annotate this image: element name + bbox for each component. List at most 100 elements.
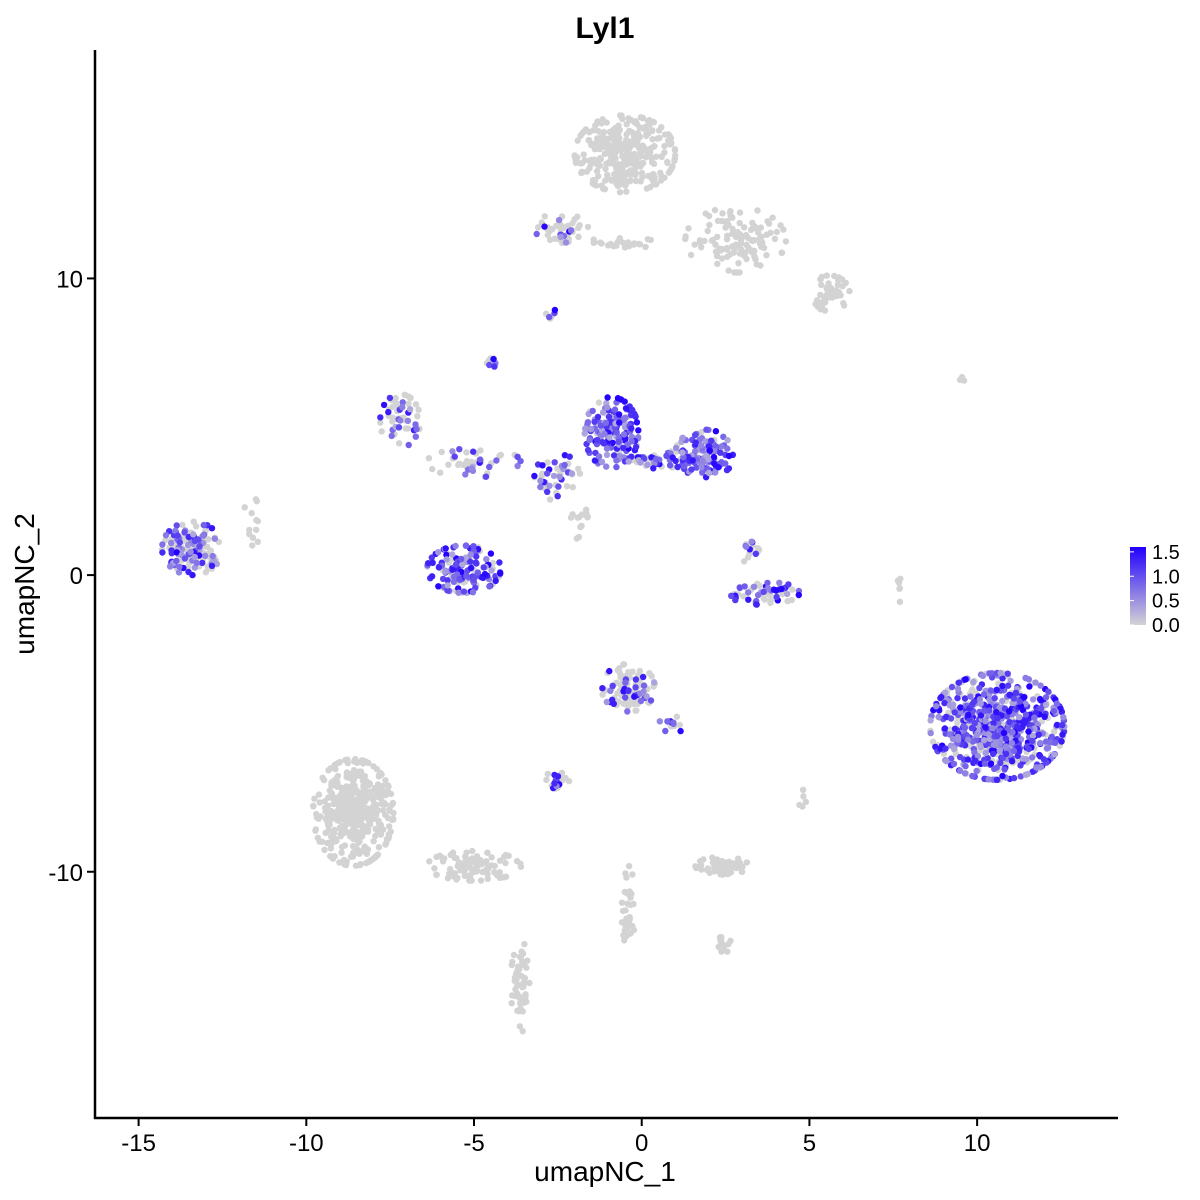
cell-point bbox=[976, 684, 983, 692]
cell-point bbox=[467, 564, 475, 572]
cell-point bbox=[484, 871, 491, 878]
cell-point bbox=[1029, 737, 1036, 745]
cell-point bbox=[380, 799, 388, 806]
cell-point bbox=[604, 136, 611, 144]
x-tick-label: 5 bbox=[803, 1130, 816, 1157]
cell-point bbox=[995, 719, 1002, 727]
cell-point bbox=[986, 707, 993, 714]
cell-point bbox=[472, 559, 480, 566]
cell-point bbox=[397, 417, 404, 424]
cell-point bbox=[616, 665, 623, 672]
cell-point bbox=[159, 541, 166, 548]
cell-point bbox=[729, 214, 736, 221]
cell-point bbox=[942, 745, 949, 752]
cell-point bbox=[469, 589, 477, 596]
cell-point bbox=[435, 549, 442, 556]
cell-point bbox=[551, 306, 559, 314]
cell-point bbox=[384, 782, 392, 789]
cell-point bbox=[951, 725, 959, 732]
cell-point bbox=[631, 412, 639, 419]
cell-point bbox=[254, 538, 261, 545]
cell-point bbox=[625, 458, 632, 465]
cell-point bbox=[753, 601, 760, 608]
cell-point bbox=[480, 564, 487, 571]
cell-point bbox=[546, 482, 553, 490]
cell-point bbox=[473, 553, 480, 560]
cell-point bbox=[456, 575, 463, 583]
cell-point bbox=[625, 687, 632, 694]
cell-point bbox=[991, 695, 998, 702]
cell-point bbox=[578, 522, 585, 530]
cell-point bbox=[176, 563, 183, 570]
cell-point bbox=[551, 235, 558, 242]
cell-point bbox=[606, 434, 613, 441]
cell-point bbox=[740, 558, 748, 565]
cell-point bbox=[999, 697, 1006, 705]
cell-point bbox=[395, 424, 403, 431]
cell-point bbox=[405, 441, 412, 449]
cell-point bbox=[332, 838, 339, 845]
cell-point bbox=[622, 907, 629, 914]
cell-point bbox=[699, 468, 706, 476]
cell-point bbox=[617, 674, 624, 681]
x-tick-label: 0 bbox=[635, 1130, 648, 1157]
cell-point bbox=[412, 401, 420, 408]
cell-point bbox=[935, 713, 942, 721]
cell-point bbox=[196, 543, 203, 550]
cell-point bbox=[444, 577, 451, 584]
cell-point bbox=[620, 688, 627, 695]
cell-point bbox=[647, 236, 654, 244]
cell-point bbox=[621, 927, 628, 934]
cell-point bbox=[390, 416, 397, 423]
cell-point bbox=[315, 791, 323, 798]
cell-point bbox=[187, 548, 194, 556]
cell-point bbox=[977, 700, 984, 707]
cell-point bbox=[955, 679, 962, 686]
cell-point bbox=[595, 128, 602, 135]
cell-point bbox=[623, 188, 630, 195]
cell-point bbox=[705, 212, 713, 220]
cell-point bbox=[973, 731, 981, 738]
cell-point bbox=[473, 853, 481, 860]
cell-point bbox=[990, 719, 997, 727]
cell-point bbox=[192, 523, 200, 530]
cell-point bbox=[666, 462, 674, 469]
cell-point bbox=[341, 859, 348, 866]
cell-point bbox=[613, 457, 620, 464]
cell-point bbox=[1002, 743, 1010, 750]
cell-point bbox=[565, 777, 573, 785]
cell-point bbox=[415, 406, 422, 413]
cell-point bbox=[1029, 696, 1037, 703]
cell-point bbox=[185, 568, 192, 576]
cell-point bbox=[674, 463, 681, 471]
cell-point bbox=[692, 863, 699, 870]
cell-point bbox=[956, 753, 964, 761]
cell-point bbox=[669, 454, 676, 461]
cell-point bbox=[813, 297, 821, 304]
cell-point bbox=[576, 470, 584, 477]
cell-point bbox=[469, 847, 476, 855]
cell-point bbox=[447, 868, 454, 876]
cell-point bbox=[449, 448, 456, 455]
cell-point bbox=[653, 456, 660, 463]
cell-point bbox=[544, 770, 551, 778]
cell-point bbox=[958, 373, 966, 381]
cell-point bbox=[703, 426, 710, 433]
cell-point bbox=[977, 712, 985, 719]
cell-point bbox=[426, 858, 433, 865]
cell-point bbox=[603, 463, 610, 470]
cell-point bbox=[191, 553, 198, 561]
cell-point bbox=[634, 142, 642, 149]
cell-point bbox=[1037, 763, 1045, 771]
cell-point bbox=[493, 457, 500, 464]
cell-point bbox=[708, 437, 715, 444]
cell-point bbox=[993, 776, 1001, 783]
cell-point bbox=[593, 167, 601, 175]
cell-point bbox=[468, 458, 475, 466]
cell-point bbox=[721, 868, 728, 875]
cell-point bbox=[637, 697, 645, 705]
cell-point bbox=[478, 861, 485, 868]
cell-point bbox=[622, 679, 629, 686]
cell-point bbox=[831, 272, 838, 280]
cell-point bbox=[349, 842, 357, 850]
